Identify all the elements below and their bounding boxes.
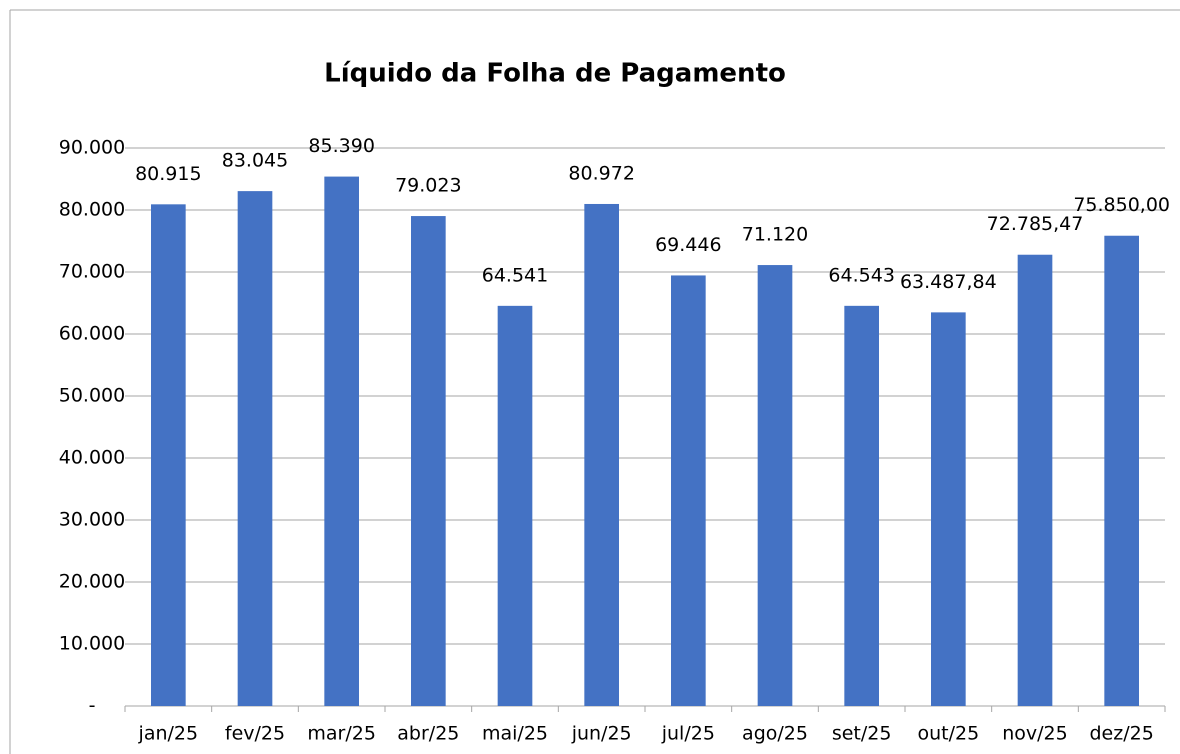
bar (931, 312, 966, 706)
x-tick-label: jun/25 (571, 723, 632, 745)
value-label: 80.972 (568, 162, 634, 184)
value-label: 72.785,47 (987, 213, 1084, 235)
y-tick-label: 90.000 (59, 137, 125, 159)
bar (1104, 235, 1139, 707)
x-tick-label: jan/25 (138, 723, 199, 745)
x-tick-label: fev/25 (225, 723, 285, 745)
y-tick-label: 40.000 (59, 447, 125, 469)
y-tick-label: 80.000 (59, 199, 125, 221)
y-tick-label: 50.000 (59, 385, 125, 407)
y-tick-label: - (89, 695, 96, 717)
value-label: 69.446 (655, 234, 721, 256)
bar (237, 191, 273, 707)
y-tick-label: 70.000 (59, 261, 125, 283)
bar (584, 203, 619, 706)
x-tick-label: ago/25 (742, 723, 808, 745)
value-label: 64.543 (828, 264, 894, 286)
x-tick-label: mar/25 (307, 723, 376, 745)
value-label: 63.487,84 (900, 271, 997, 293)
value-label: 80.915 (135, 163, 201, 185)
value-label: 75.850,00 (1073, 194, 1170, 216)
value-label: 64.541 (482, 264, 548, 286)
y-tick-label: 30.000 (59, 509, 125, 531)
value-label: 85.390 (308, 135, 374, 157)
x-tick-label: out/25 (917, 723, 979, 745)
bar (1017, 254, 1053, 706)
x-tick-label: mai/25 (482, 723, 548, 745)
bar (497, 305, 533, 706)
y-tick-label: 20.000 (59, 571, 125, 593)
value-label: 79.023 (395, 175, 461, 197)
value-label: 83.045 (222, 150, 288, 172)
bar (757, 265, 793, 706)
value-label: 71.120 (742, 224, 808, 246)
x-tick-label: set/25 (832, 723, 892, 745)
bar (844, 305, 879, 706)
y-tick-label: 10.000 (59, 633, 125, 655)
chart-title: Líquido da Folha de Pagamento (324, 59, 786, 89)
bar (151, 204, 186, 706)
x-tick-label: abr/25 (397, 723, 459, 745)
bar (411, 216, 446, 706)
x-tick-label: nov/25 (1002, 723, 1068, 745)
bar (324, 176, 359, 706)
x-tick-label: jul/25 (661, 723, 715, 745)
x-tick-label: dez/25 (1090, 723, 1154, 745)
y-tick-label: 60.000 (59, 323, 125, 345)
bar (671, 275, 706, 706)
